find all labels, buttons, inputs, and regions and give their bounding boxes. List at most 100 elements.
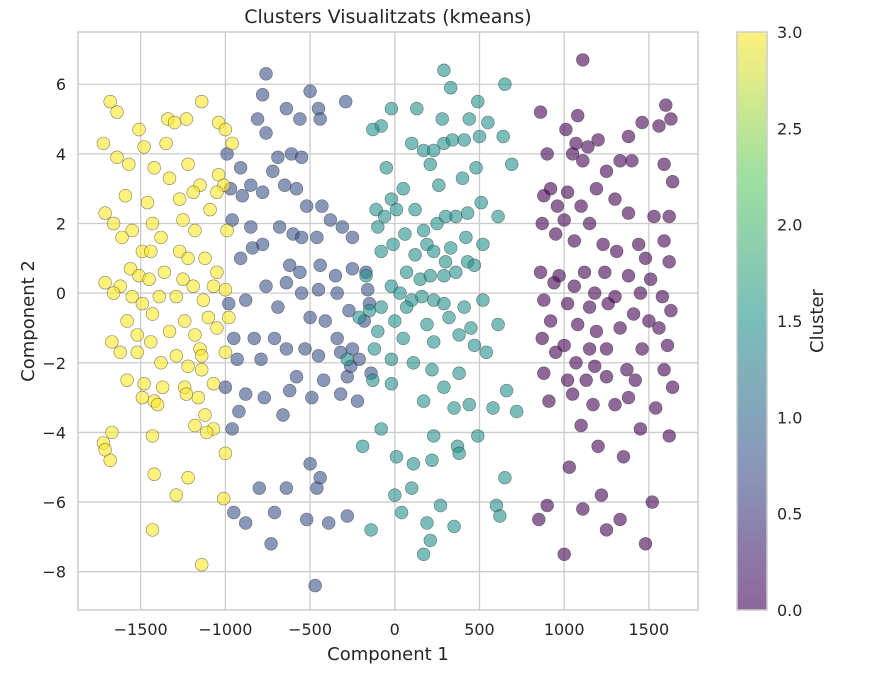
scatter-point-cluster-1 (345, 230, 360, 245)
scatter-point-cluster-0 (569, 356, 583, 370)
scatter-point-cluster-1 (313, 112, 327, 126)
scatter-point-cluster-1 (361, 283, 375, 297)
scatter-point-cluster-0 (599, 342, 614, 356)
scatter-point-cluster-0 (609, 244, 624, 259)
scatter-point-cluster-3 (217, 491, 231, 506)
colorbar-gradient (736, 31, 768, 611)
scatter-point-cluster-2 (386, 237, 400, 252)
y-tick-label: −2 (42, 354, 66, 373)
scatter-point-cluster-2 (425, 453, 439, 467)
scatter-point-cluster-2 (476, 293, 490, 307)
scatter-point-cluster-1 (239, 387, 253, 401)
scatter-point-cluster-2 (374, 244, 388, 259)
scatter-point-cluster-2 (427, 335, 441, 349)
colorbar-tick-label: 0.0 (777, 601, 802, 620)
scatter-point-cluster-2 (438, 255, 453, 269)
scatter-point-cluster-1 (289, 370, 304, 384)
scatter-point-cluster-2 (408, 248, 422, 262)
scatter-point-cluster-2 (399, 265, 414, 279)
scatter-point-cluster-0 (596, 237, 610, 252)
y-tick-label: −6 (42, 493, 66, 512)
colorbar-tick-label: 0.5 (777, 505, 802, 524)
scatter-point-cluster-1 (272, 220, 287, 234)
scatter-point-cluster-3 (181, 157, 195, 172)
scatter-point-cluster-2 (366, 122, 380, 137)
scatter-point-cluster-0 (594, 488, 609, 502)
scatter-point-cluster-0 (537, 366, 551, 380)
scatter-point-cluster-3 (198, 408, 212, 422)
scatter-points (96, 53, 680, 593)
scatter-point-cluster-0 (576, 154, 590, 168)
scatter-point-cluster-3 (210, 185, 224, 199)
scatter-point-cluster-0 (620, 363, 634, 377)
scatter-point-cluster-1 (279, 481, 294, 495)
scatter-point-cluster-1 (225, 422, 239, 436)
scatter-point-cluster-0 (582, 300, 597, 314)
y-tick-label: 4 (56, 145, 66, 164)
scatter-point-cluster-2 (457, 133, 471, 147)
scatter-point-cluster-0 (550, 199, 565, 213)
scatter-point-cluster-3 (195, 363, 209, 377)
scatter-point-cluster-3 (162, 171, 177, 185)
scatter-point-cluster-0 (587, 286, 602, 300)
scatter-point-cluster-1 (232, 404, 246, 419)
scatter-point-cluster-2 (427, 244, 441, 259)
scatter-point-cluster-2 (388, 314, 402, 328)
scatter-point-cluster-2 (406, 457, 421, 471)
scatter-point-cluster-2 (396, 182, 410, 196)
scatter-point-cluster-1 (276, 408, 290, 422)
scatter-point-cluster-0 (659, 98, 673, 112)
x-tick-label: 1500 (629, 620, 670, 639)
scatter-point-cluster-2 (389, 202, 404, 217)
scatter-point-cluster-0 (591, 439, 605, 453)
scatter-point-cluster-3 (181, 471, 195, 485)
scatter-point-cluster-0 (601, 296, 615, 311)
scatter-point-cluster-3 (145, 523, 160, 537)
scatter-point-cluster-0 (570, 108, 585, 123)
scatter-point-cluster-2 (467, 258, 482, 272)
scatter-point-cluster-2 (416, 547, 431, 561)
x-axis-ticks: −1500 −1000 −500 0 500 1000 1500 (114, 620, 670, 639)
scatter-point-cluster-1 (330, 331, 344, 346)
scatter-point-cluster-0 (565, 147, 580, 161)
scatter-point-cluster-0 (613, 321, 627, 335)
scatter-point-cluster-0 (598, 265, 612, 279)
scatter-point-cluster-1 (283, 258, 297, 272)
scatter-point-cluster-2 (452, 446, 466, 460)
scatter-point-cluster-0 (560, 373, 575, 387)
scatter-point-cluster-1 (339, 94, 353, 109)
scatter-point-cluster-3 (105, 425, 119, 440)
scatter-point-cluster-0 (621, 206, 636, 220)
scatter-point-cluster-1 (300, 199, 314, 213)
scatter-point-cluster-3 (206, 377, 221, 391)
scatter-point-cluster-2 (367, 342, 382, 356)
scatter-point-cluster-2 (471, 429, 485, 443)
scatter-point-cluster-2 (505, 157, 519, 172)
scatter-point-cluster-1 (279, 101, 294, 116)
scatter-point-cluster-2 (423, 269, 437, 283)
scatter-point-cluster-1 (233, 161, 248, 175)
scatter-point-cluster-1 (342, 303, 356, 318)
scatter-point-cluster-1 (300, 512, 314, 527)
y-axis-title: Component 2 (18, 260, 39, 382)
scatter-point-cluster-0 (576, 502, 590, 516)
scatter-point-cluster-3 (103, 453, 117, 467)
scatter-point-cluster-1 (315, 199, 329, 213)
scatter-point-cluster-3 (147, 467, 161, 481)
scatter-point-cluster-1 (271, 150, 285, 165)
scatter-point-cluster-2 (481, 115, 495, 130)
scatter-point-cluster-3 (188, 328, 202, 342)
scatter-point-cluster-2 (371, 324, 385, 339)
scatter-point-cluster-3 (218, 122, 233, 137)
scatter-point-cluster-0 (540, 147, 554, 161)
scatter-point-cluster-2 (405, 136, 419, 151)
scatter-point-cluster-1 (345, 262, 360, 276)
scatter-point-cluster-3 (178, 314, 192, 328)
scatter-point-cluster-3 (156, 380, 170, 394)
y-tick-label: −8 (42, 563, 66, 582)
scatter-point-cluster-1 (311, 283, 326, 297)
scatter-point-cluster-1 (333, 387, 348, 401)
scatter-point-cluster-1 (222, 296, 236, 311)
scatter-point-cluster-0 (548, 227, 563, 241)
scatter-point-cluster-2 (469, 161, 483, 175)
